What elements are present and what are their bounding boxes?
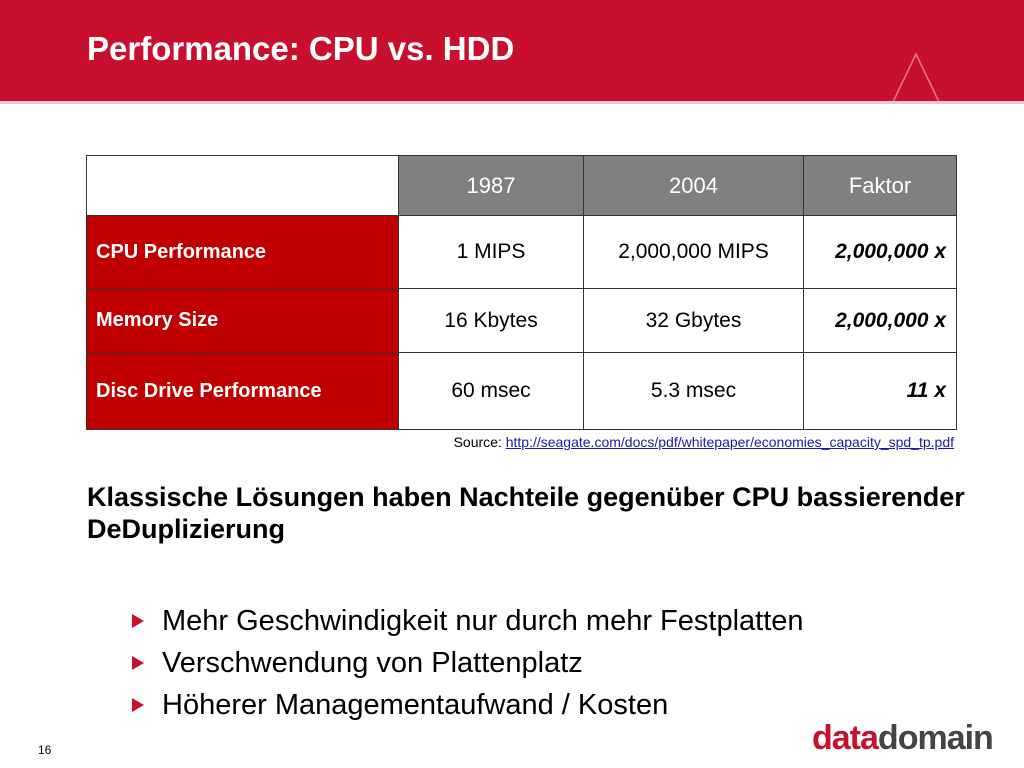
- page-number: 16: [38, 743, 52, 757]
- bullet-list: Mehr Geschwindigkeit nur durch mehr Fest…: [132, 600, 804, 726]
- bullet-text: Höherer Managementaufwand / Kosten: [162, 689, 669, 721]
- logo-part-domain: domain: [877, 719, 994, 757]
- cell-1987: 1 MIPS: [398, 215, 584, 289]
- source-citation: Source: http://seagate.com/docs/pdf/whit…: [454, 434, 954, 450]
- bullet-text: Verschwendung von Plattenplatz: [162, 647, 583, 679]
- bullet-text: Mehr Geschwindigkeit nur durch mehr Fest…: [162, 605, 804, 637]
- table-header-1987: 1987: [398, 155, 584, 216]
- table-header-faktor: Faktor: [803, 155, 957, 216]
- logo-part-data: data: [812, 719, 879, 757]
- bullet-triangle-icon: [132, 614, 144, 628]
- cell-factor: 2,000,000 x: [803, 288, 957, 353]
- table-header-2004: 2004: [583, 155, 804, 216]
- table-header-blank: [86, 155, 399, 216]
- row-label-cpu-performance: CPU Performance: [86, 215, 399, 289]
- bullet-triangle-icon: [132, 698, 144, 712]
- row-label-disc-drive-performance: Disc Drive Performance: [86, 352, 399, 430]
- section-heading: Klassische Lösungen haben Nachteile gege…: [87, 482, 965, 544]
- table-row: Memory Size 16 Kbytes 32 Gbytes 2,000,00…: [86, 288, 957, 353]
- header-band: Performance: CPU vs. HDD: [0, 0, 1024, 104]
- source-link[interactable]: http://seagate.com/docs/pdf/whitepaper/e…: [505, 434, 954, 450]
- list-item: Mehr Geschwindigkeit nur durch mehr Fest…: [132, 600, 804, 642]
- row-label-memory-size: Memory Size: [86, 288, 399, 353]
- cell-factor: 11 x: [803, 352, 957, 430]
- bullet-triangle-icon: [132, 656, 144, 670]
- source-label: Source:: [453, 434, 502, 450]
- cell-2004: 5.3 msec: [583, 352, 804, 430]
- cell-1987: 60 msec: [398, 352, 584, 430]
- table-header-row: 1987 2004 Faktor: [86, 155, 957, 216]
- cell-1987: 16 Kbytes: [398, 288, 584, 353]
- datadomain-logo: datadomain: [812, 719, 994, 757]
- table-row: Disc Drive Performance 60 msec 5.3 msec …: [86, 352, 957, 430]
- cell-2004: 2,000,000 MIPS: [583, 215, 804, 289]
- cell-2004: 32 Gbytes: [583, 288, 804, 353]
- list-item: Verschwendung von Plattenplatz: [132, 642, 804, 684]
- list-item: Höherer Managementaufwand / Kosten: [132, 684, 804, 726]
- slide-title: Performance: CPU vs. HDD: [87, 30, 515, 67]
- header-decoration-icon: [891, 52, 941, 104]
- table-row: CPU Performance 1 MIPS 2,000,000 MIPS 2,…: [86, 215, 957, 289]
- performance-table: 1987 2004 Faktor CPU Performance 1 MIPS …: [86, 155, 957, 430]
- cell-factor: 2,000,000 x: [803, 215, 957, 289]
